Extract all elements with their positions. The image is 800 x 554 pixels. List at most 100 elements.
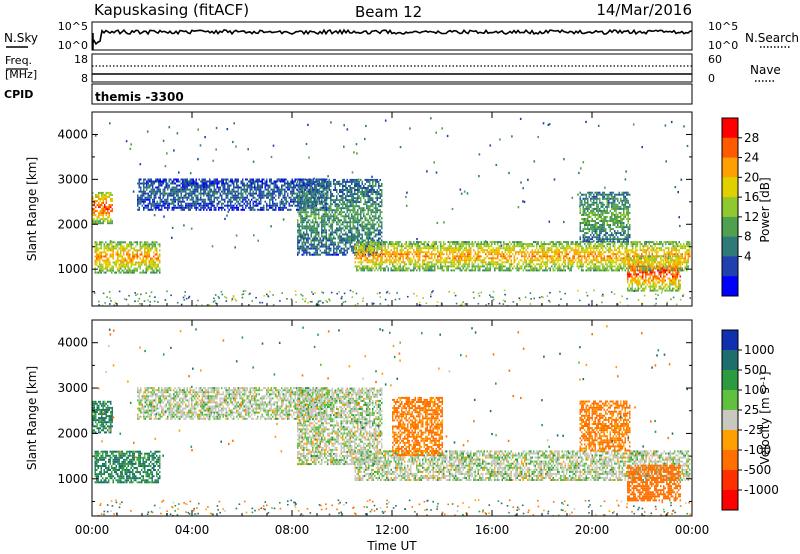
power-cell	[359, 255, 361, 258]
power-cell	[118, 269, 120, 272]
power-cell	[310, 211, 312, 214]
power-cell	[299, 202, 301, 205]
power-cell	[237, 178, 239, 181]
power-cell	[370, 233, 372, 236]
power-cell	[476, 255, 478, 258]
power-cell	[328, 225, 330, 228]
power-cell	[249, 184, 251, 187]
power-cell	[304, 219, 306, 222]
power-cell	[444, 265, 446, 268]
power-cell	[543, 261, 545, 264]
power-cell	[272, 182, 274, 185]
power-cell	[324, 209, 326, 212]
power-cell	[504, 247, 506, 250]
power-cell	[167, 198, 169, 201]
power-cell	[428, 263, 430, 266]
power-cell	[362, 243, 364, 246]
power-cell	[269, 198, 271, 201]
power-cell	[144, 178, 146, 181]
power-cell	[379, 229, 381, 232]
power-cell	[133, 257, 135, 260]
power-cell	[121, 247, 123, 250]
power-cell	[552, 263, 554, 266]
power-cell	[336, 195, 338, 198]
power-cell	[371, 269, 373, 272]
power-cell	[117, 253, 119, 256]
power-cell	[413, 265, 415, 268]
power-cell	[275, 198, 277, 201]
power-cell	[261, 208, 263, 211]
power-cell	[561, 247, 563, 250]
power-cell	[299, 192, 301, 195]
power-cell	[407, 269, 409, 272]
power-cell	[298, 223, 300, 226]
power-cell	[352, 180, 354, 183]
power-cell	[315, 229, 317, 232]
power-cell	[309, 207, 311, 210]
power-cell	[327, 203, 329, 206]
power-cell	[330, 209, 332, 212]
power-cell	[221, 182, 223, 185]
power-cell	[300, 191, 302, 193]
power-cell	[236, 178, 238, 181]
power-cell	[96, 210, 98, 213]
power-cell	[185, 194, 187, 197]
power-cell	[264, 184, 266, 187]
power-cell	[316, 253, 318, 256]
power-cell	[99, 251, 101, 254]
power-cell	[325, 189, 327, 191]
power-cell	[507, 247, 509, 250]
power-cell	[468, 269, 470, 272]
power-cell	[298, 249, 300, 252]
power-cell	[207, 196, 209, 199]
power-cell	[374, 265, 376, 268]
power-cell	[515, 259, 517, 262]
power-cell	[563, 257, 565, 260]
power-cell	[297, 193, 299, 196]
power-cell	[96, 194, 98, 196]
power-cell	[383, 269, 385, 272]
power-cell	[500, 253, 502, 256]
power-cell	[94, 261, 96, 264]
power-cell	[240, 188, 242, 191]
power-cell	[459, 247, 461, 250]
power-cell	[390, 255, 392, 258]
power-cell	[537, 249, 539, 252]
power-cell	[92, 214, 94, 217]
power-cell	[186, 202, 188, 205]
power-cell	[377, 249, 379, 252]
freq-right-tick-bottom: 0	[708, 72, 715, 85]
power-cell	[100, 265, 102, 268]
noise-left-label: N.Sky	[4, 31, 38, 45]
power-cell	[528, 263, 530, 266]
power-cell	[444, 261, 446, 264]
power-cell	[159, 178, 161, 181]
power-cell	[230, 190, 232, 193]
power-cell	[500, 267, 502, 270]
power-cell	[213, 194, 215, 197]
power-cell	[278, 194, 280, 197]
power-cell	[315, 237, 317, 240]
power-cell	[542, 253, 544, 256]
power-cell	[100, 271, 102, 274]
power-cell	[197, 206, 199, 209]
power-cell	[325, 213, 327, 216]
power-cell	[380, 261, 382, 264]
power-cell	[482, 247, 484, 250]
power-cell	[150, 243, 152, 246]
power-cell	[111, 255, 113, 258]
power-cell	[258, 202, 260, 205]
power-cell	[297, 219, 299, 222]
power-cell	[402, 267, 404, 270]
power-cell	[117, 259, 119, 262]
power-cell	[396, 259, 398, 262]
power-cell	[303, 237, 305, 240]
power-cell	[316, 221, 318, 224]
power-cell	[267, 190, 269, 193]
power-cell	[521, 255, 523, 258]
power-cell	[534, 255, 536, 258]
power-cell	[276, 184, 278, 187]
power-cell	[369, 217, 371, 220]
power-cell	[322, 219, 324, 222]
power-cell	[333, 241, 335, 244]
